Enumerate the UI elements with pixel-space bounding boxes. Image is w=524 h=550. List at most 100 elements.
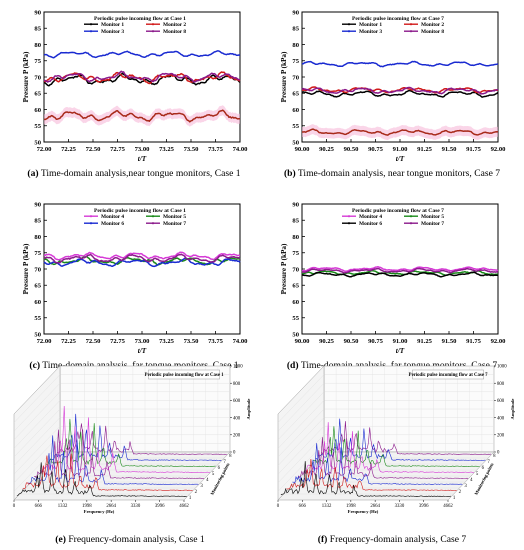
x-tick-label: 73.00 bbox=[135, 146, 151, 153]
y-tick-label: 85 bbox=[34, 26, 41, 33]
legend-entry: Monitor 3 bbox=[101, 29, 124, 35]
legend-marker bbox=[89, 222, 93, 225]
y-tick-label: 70 bbox=[34, 74, 41, 81]
legend-marker bbox=[89, 30, 93, 33]
y-tick-label: 70 bbox=[292, 266, 299, 273]
legend-entry: Monitor 2 bbox=[163, 22, 186, 28]
legend-marker bbox=[89, 215, 93, 218]
z-tick-label: 200 bbox=[497, 434, 505, 439]
grid-line bbox=[277, 391, 325, 440]
caption-text: Time-domain analysis, far tongue monitor… bbox=[40, 360, 239, 371]
legend-entry: Monitor 7 bbox=[163, 221, 186, 227]
caption-text: Frequency-domain analysis, Case 7 bbox=[327, 534, 466, 545]
y-axis-label: Pressure P (kPa) bbox=[22, 243, 30, 294]
y-tick-label: 65 bbox=[292, 91, 299, 98]
y-tick-label: 55 bbox=[292, 315, 299, 322]
plot-frame bbox=[301, 11, 499, 143]
legend-marker bbox=[409, 30, 413, 33]
x-tick-label: 3330 bbox=[395, 504, 405, 509]
x-tick-label: 72.00 bbox=[37, 338, 53, 345]
spectrum-line bbox=[286, 458, 457, 491]
x-tick-label: 90.25 bbox=[319, 146, 335, 153]
legend-entry: Monitor 8 bbox=[163, 29, 186, 35]
x-tick-label: 91.50 bbox=[442, 338, 458, 345]
y-tick-label: 80 bbox=[34, 234, 41, 241]
depth-tick-label: 6 bbox=[218, 466, 221, 471]
grid-line bbox=[13, 400, 61, 449]
z-tick-label: 1000 bbox=[233, 365, 243, 370]
x-axis-label: t/T bbox=[138, 347, 147, 355]
y-tick-label: 50 bbox=[34, 331, 41, 338]
y-tick-label: 75 bbox=[292, 58, 299, 65]
legend-marker bbox=[347, 30, 351, 33]
depth-tick-label: 2 bbox=[459, 490, 462, 495]
y-tick-label: 90 bbox=[292, 201, 299, 208]
legend-title: Periodic pulse incoming flow at Case 7 bbox=[352, 208, 444, 214]
spectrum-line bbox=[34, 429, 205, 479]
x-tick-label: 90.00 bbox=[295, 338, 311, 345]
z-tick-label: 0 bbox=[497, 451, 500, 456]
y-tick-label: 55 bbox=[34, 123, 41, 130]
y-tick-label: 70 bbox=[34, 266, 41, 273]
series-line bbox=[301, 86, 499, 95]
x-tick-label: 90.75 bbox=[368, 338, 384, 345]
y-tick-label: 65 bbox=[34, 91, 41, 98]
x-tick-label: 90.00 bbox=[295, 146, 311, 153]
series-line bbox=[301, 265, 499, 273]
grid-line bbox=[277, 417, 325, 466]
spectrum-line bbox=[320, 421, 492, 455]
x-tick-label: 74.00 bbox=[233, 146, 249, 153]
grid-line bbox=[277, 374, 325, 423]
legend-box bbox=[412, 369, 484, 380]
caption-label: (d) bbox=[287, 360, 299, 371]
y-tick-label: 90 bbox=[34, 201, 41, 208]
x-axis-label: t/T bbox=[396, 347, 405, 355]
series-line bbox=[302, 128, 499, 136]
grid-line bbox=[277, 434, 325, 483]
spectrum-line bbox=[22, 453, 193, 491]
y-tick-label: 55 bbox=[34, 315, 41, 322]
series-line bbox=[301, 89, 499, 98]
legend-title: Periodic pulse incoming flow at Case 7 bbox=[352, 16, 444, 22]
caption-text: Time-domain analysis, far tongue monitor… bbox=[299, 360, 498, 371]
grid-line bbox=[277, 383, 325, 432]
depth-tick-label: 5 bbox=[212, 472, 215, 477]
y-tick-label: 70 bbox=[292, 74, 299, 81]
x-tick-label: 92.00 bbox=[491, 338, 507, 345]
x-tick-label: 91.50 bbox=[442, 146, 458, 153]
legend-entry: Monitor 7 bbox=[421, 221, 444, 227]
panel-caption: (d) Time-domain analysis, far tongue mon… bbox=[287, 360, 497, 371]
x-axis-label: Frequency (Hz) bbox=[84, 509, 115, 514]
y-tick-label: 50 bbox=[34, 139, 41, 146]
x-tick-label: 72.50 bbox=[86, 338, 102, 345]
chart-panel-e: 0 666 1332 1998 2664 3330 3996 4662 Frequency (H… bbox=[13, 365, 251, 545]
x-tick-label: 91.25 bbox=[417, 338, 433, 345]
caption-label: (c) bbox=[29, 360, 40, 371]
y-tick-label: 75 bbox=[34, 250, 41, 257]
z-tick-label: 600 bbox=[497, 399, 505, 404]
x-tick-label: 4662 bbox=[443, 504, 453, 509]
depth-tick-label: 7 bbox=[487, 460, 490, 465]
legend-marker bbox=[89, 23, 93, 26]
chart-panel-a: 50 55 60 65 70 75 80 85 90 72.00 72.25 72.50 72.75 73… bbox=[22, 9, 248, 179]
x-tick-label: 91.00 bbox=[393, 146, 409, 153]
x-tick-label: 72.25 bbox=[61, 338, 77, 345]
x-tick-label: 2664 bbox=[370, 504, 380, 509]
legend-title: Periodic pulse incoming flow at Case 7 bbox=[409, 373, 488, 378]
x-tick-label: 73.00 bbox=[135, 338, 151, 345]
legend-marker bbox=[151, 30, 155, 33]
legend-entry: Monitor 6 bbox=[101, 221, 124, 227]
depth-tick-label: 3 bbox=[200, 484, 203, 489]
x-axis-label: t/T bbox=[396, 155, 405, 163]
depth-tick-label: 4 bbox=[206, 478, 209, 483]
depth-tick-label: 7 bbox=[223, 460, 226, 465]
series-line bbox=[43, 72, 241, 87]
y-axis-label: Pressure P (kPa) bbox=[280, 243, 288, 294]
x-tick-label: 3996 bbox=[155, 504, 165, 509]
x-tick-label: 0 bbox=[13, 504, 16, 509]
grid-line bbox=[13, 408, 61, 458]
depth-tick-label: 4 bbox=[470, 478, 473, 483]
legend-entry: Monitor 1 bbox=[359, 22, 382, 28]
legend-marker bbox=[347, 222, 351, 225]
x-tick-label: 0 bbox=[277, 504, 280, 509]
